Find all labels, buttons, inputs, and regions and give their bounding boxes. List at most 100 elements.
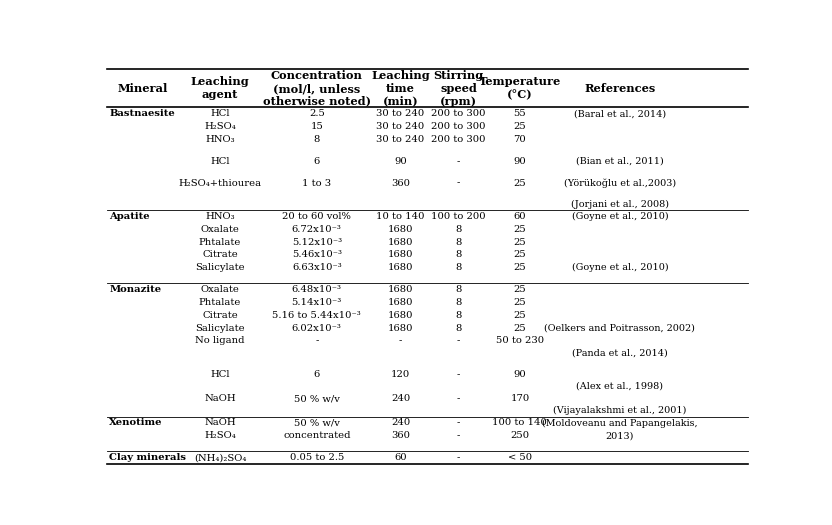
Text: 90: 90 xyxy=(513,157,527,166)
Text: 30 to 240: 30 to 240 xyxy=(377,122,424,131)
Text: (Bian et al., 2011): (Bian et al., 2011) xyxy=(576,157,664,166)
Text: Monazite: Monazite xyxy=(109,285,161,294)
Text: 6.63x10⁻³: 6.63x10⁻³ xyxy=(292,263,342,272)
Text: (Goyne et al., 2010): (Goyne et al., 2010) xyxy=(572,263,668,272)
Text: < 50: < 50 xyxy=(508,453,532,462)
Text: H₂SO₄: H₂SO₄ xyxy=(204,122,236,131)
Text: 1680: 1680 xyxy=(388,238,414,247)
Text: 2013): 2013) xyxy=(606,432,634,440)
Text: -: - xyxy=(457,337,460,345)
Text: 15: 15 xyxy=(310,122,323,131)
Text: -: - xyxy=(457,370,460,379)
Text: -: - xyxy=(315,337,319,345)
Text: 200 to 300: 200 to 300 xyxy=(431,109,486,118)
Text: 30 to 240: 30 to 240 xyxy=(377,135,424,144)
Text: (Jorjani et al., 2008): (Jorjani et al., 2008) xyxy=(571,200,669,209)
Text: 100 to 140: 100 to 140 xyxy=(493,418,547,427)
Text: 8: 8 xyxy=(455,298,462,307)
Text: Phtalate: Phtalate xyxy=(199,238,241,247)
Text: 50 to 230: 50 to 230 xyxy=(496,337,544,345)
Text: 8: 8 xyxy=(455,263,462,272)
Text: (Alex et al., 1998): (Alex et al., 1998) xyxy=(577,382,663,391)
Text: Oxalate: Oxalate xyxy=(201,225,240,234)
Text: 25: 25 xyxy=(513,250,527,259)
Text: -: - xyxy=(457,432,460,440)
Text: 360: 360 xyxy=(391,178,410,187)
Text: (Goyne et al., 2010): (Goyne et al., 2010) xyxy=(572,212,668,221)
Text: 90: 90 xyxy=(513,370,527,379)
Text: 25: 25 xyxy=(513,122,527,131)
Text: 30 to 240: 30 to 240 xyxy=(377,109,424,118)
Text: 25: 25 xyxy=(513,298,527,307)
Text: Clay minerals: Clay minerals xyxy=(109,453,186,462)
Text: 25: 25 xyxy=(513,323,527,332)
Text: Salicylate: Salicylate xyxy=(196,323,245,332)
Text: 200 to 300: 200 to 300 xyxy=(431,135,486,144)
Text: 8: 8 xyxy=(455,323,462,332)
Text: 50 % w/v: 50 % w/v xyxy=(294,394,339,403)
Text: 1680: 1680 xyxy=(388,285,414,294)
Text: Leaching
time
(min): Leaching time (min) xyxy=(371,70,430,107)
Text: 5.12x10⁻³: 5.12x10⁻³ xyxy=(292,238,342,247)
Text: References: References xyxy=(584,83,656,94)
Text: Phtalate: Phtalate xyxy=(199,298,241,307)
Text: (Panda et al., 2014): (Panda et al., 2014) xyxy=(572,349,668,358)
Text: 5.16 to 5.44x10⁻³: 5.16 to 5.44x10⁻³ xyxy=(272,311,361,320)
Text: 10 to 140: 10 to 140 xyxy=(376,212,425,221)
Text: 25: 25 xyxy=(513,238,527,247)
Text: Temperature
(°C): Temperature (°C) xyxy=(478,76,561,100)
Text: 240: 240 xyxy=(391,394,410,403)
Text: HNO₃: HNO₃ xyxy=(206,212,235,221)
Text: HCl: HCl xyxy=(210,370,230,379)
Text: Stirring
speed
(rpm): Stirring speed (rpm) xyxy=(433,70,483,107)
Text: Concentration
(mol/l, unless
otherwise noted): Concentration (mol/l, unless otherwise n… xyxy=(263,70,371,107)
Text: Apatite: Apatite xyxy=(109,212,150,221)
Text: Citrate: Citrate xyxy=(202,311,238,320)
Text: 0.05 to 2.5: 0.05 to 2.5 xyxy=(290,453,344,462)
Text: H₂SO₄+thiourea: H₂SO₄+thiourea xyxy=(179,178,261,187)
Text: 100 to 200: 100 to 200 xyxy=(431,212,486,221)
Text: 8: 8 xyxy=(455,238,462,247)
Text: 240: 240 xyxy=(391,418,410,427)
Text: 8: 8 xyxy=(314,135,320,144)
Text: 25: 25 xyxy=(513,263,527,272)
Text: 25: 25 xyxy=(513,178,527,187)
Text: NaOH: NaOH xyxy=(204,418,236,427)
Text: Salicylate: Salicylate xyxy=(196,263,245,272)
Text: Xenotime: Xenotime xyxy=(109,418,163,427)
Text: 1680: 1680 xyxy=(388,298,414,307)
Text: 2.5: 2.5 xyxy=(309,109,324,118)
Text: 6: 6 xyxy=(314,157,320,166)
Text: 6.72x10⁻³: 6.72x10⁻³ xyxy=(292,225,342,234)
Text: Leaching
agent: Leaching agent xyxy=(191,76,250,100)
Text: Citrate: Citrate xyxy=(202,250,238,259)
Text: NaOH: NaOH xyxy=(204,394,236,403)
Text: (Vijayalakshmi et al., 2001): (Vijayalakshmi et al., 2001) xyxy=(553,406,686,415)
Text: (Moldoveanu and Papangelakis,: (Moldoveanu and Papangelakis, xyxy=(542,418,698,427)
Text: 1 to 3: 1 to 3 xyxy=(302,178,331,187)
Text: Bastnaesite: Bastnaesite xyxy=(109,109,175,118)
Text: (Oelkers and Poitrasson, 2002): (Oelkers and Poitrasson, 2002) xyxy=(544,323,696,332)
Text: 90: 90 xyxy=(394,157,407,166)
Text: -: - xyxy=(457,178,460,187)
Text: 170: 170 xyxy=(510,394,529,403)
Text: 120: 120 xyxy=(391,370,410,379)
Text: 25: 25 xyxy=(513,311,527,320)
Text: 20 to 60 vol%: 20 to 60 vol% xyxy=(282,212,351,221)
Text: 55: 55 xyxy=(513,109,527,118)
Text: 8: 8 xyxy=(455,225,462,234)
Text: 60: 60 xyxy=(513,212,526,221)
Text: 8: 8 xyxy=(455,311,462,320)
Text: Oxalate: Oxalate xyxy=(201,285,240,294)
Text: 25: 25 xyxy=(513,285,527,294)
Text: 1680: 1680 xyxy=(388,263,414,272)
Text: 1680: 1680 xyxy=(388,225,414,234)
Text: 6.02x10⁻³: 6.02x10⁻³ xyxy=(292,323,342,332)
Text: No ligand: No ligand xyxy=(196,337,245,345)
Text: 8: 8 xyxy=(455,285,462,294)
Text: 50 % w/v: 50 % w/v xyxy=(294,418,339,427)
Text: HCl: HCl xyxy=(210,109,230,118)
Text: 360: 360 xyxy=(391,432,410,440)
Text: 5.46x10⁻³: 5.46x10⁻³ xyxy=(292,250,342,259)
Text: 6: 6 xyxy=(314,370,320,379)
